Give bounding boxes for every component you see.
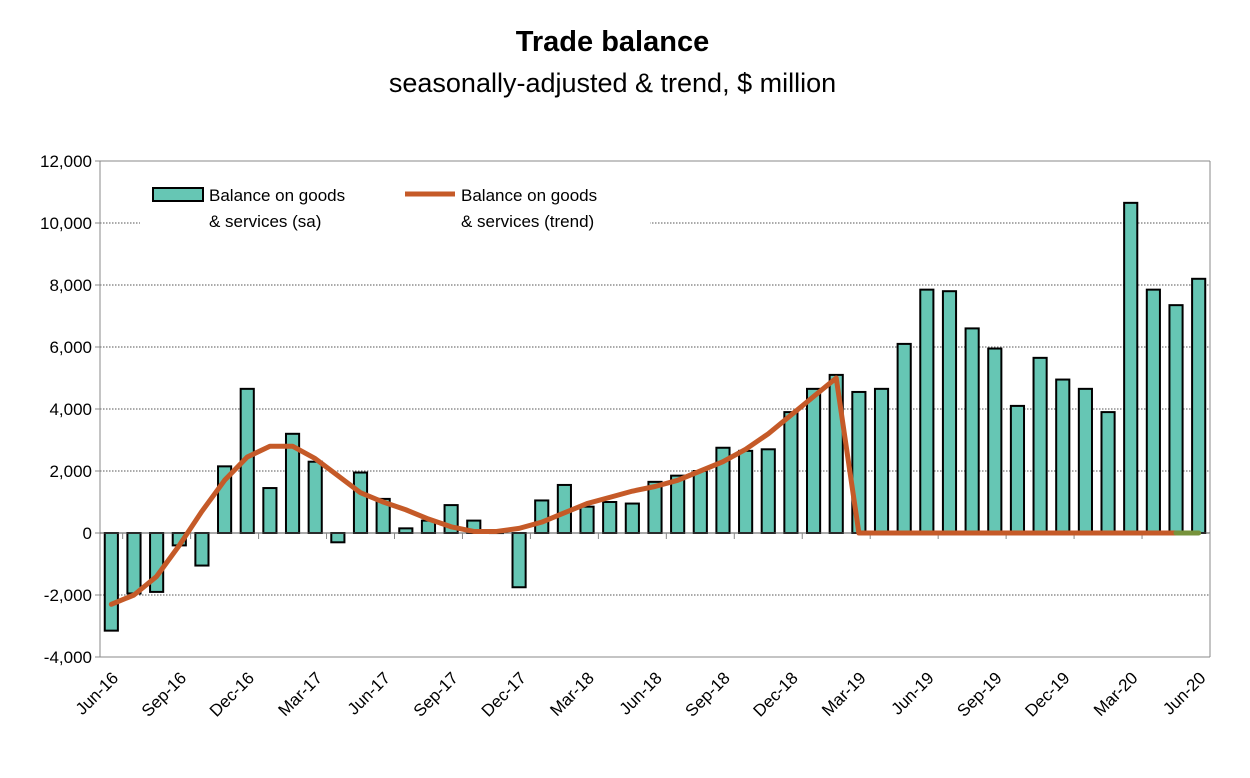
bar (1123, 201, 1139, 534)
y-tick-label: 6,000 (49, 338, 92, 357)
bar (987, 347, 1003, 534)
bar (330, 532, 346, 544)
bar (806, 387, 822, 534)
bar (103, 532, 119, 632)
legend-background (140, 178, 650, 238)
bar (579, 505, 595, 534)
y-tick-label: -2,000 (44, 586, 92, 605)
bar (873, 387, 890, 534)
legend-label: Balance on goods (209, 186, 345, 205)
y-tick-label: 4,000 (49, 400, 92, 419)
bar (896, 342, 912, 534)
bar (1009, 404, 1026, 534)
bar (738, 449, 754, 535)
bar (1168, 304, 1184, 534)
x-tick-label: Jun-19 (887, 668, 937, 718)
y-tick-label: 10,000 (40, 214, 92, 233)
x-tick-label: Dec-17 (478, 668, 530, 720)
bar (307, 460, 323, 535)
x-tick-label: Dec-16 (206, 668, 258, 720)
trend-line (108, 375, 1179, 607)
x-tick-label: Jun-17 (344, 668, 394, 718)
x-tick-label: Jun-16 (72, 668, 122, 718)
x-tick-label: Mar-20 (1090, 668, 1142, 720)
y-tick-label: 0 (83, 524, 92, 543)
bar (1032, 356, 1048, 534)
bar (941, 290, 958, 535)
chart-subtitle: seasonally-adjusted & trend, $ million (388, 68, 837, 98)
bar (919, 288, 935, 534)
y-tick-label: 8,000 (49, 276, 92, 295)
bar (511, 532, 527, 589)
bar (262, 487, 278, 534)
legend: Balance on goods & services (sa) Balance o… (140, 178, 650, 238)
bar (1100, 411, 1116, 535)
y-tick-label: -4,000 (44, 648, 92, 667)
bar (1055, 378, 1071, 534)
chart-title: Trade balance (515, 26, 710, 58)
bar (1077, 387, 1093, 534)
legend-label: Balance on goods (461, 186, 597, 205)
bar (602, 501, 618, 534)
bar (194, 532, 210, 567)
bar (760, 448, 776, 534)
bar (126, 532, 142, 595)
x-tick-label: Mar-17 (275, 668, 327, 720)
bar (398, 527, 414, 534)
x-tick-label: Sep-19 (953, 668, 1005, 720)
x-tick-label: Sep-16 (138, 668, 190, 720)
y-tick-label: 12,000 (40, 152, 92, 171)
x-tick-label: Dec-18 (750, 668, 802, 720)
x-tick-label: Sep-17 (410, 668, 462, 720)
x-tick-label: Dec-19 (1021, 668, 1073, 720)
bar (1191, 277, 1207, 534)
x-tick-label: Mar-19 (818, 668, 870, 720)
y-tick-label: 2,000 (49, 462, 92, 481)
x-tick-label: Mar-18 (546, 668, 598, 720)
bar (783, 411, 799, 535)
bar (964, 327, 980, 534)
legend-label: & services (trend) (461, 212, 594, 231)
x-tick-label: Jun-20 (1159, 668, 1209, 718)
legend-swatch-bars (152, 187, 204, 202)
legend-label: & services (sa) (209, 212, 321, 231)
bar (534, 499, 550, 535)
bar (624, 502, 640, 534)
bar (670, 474, 686, 534)
x-tick-label: Jun-18 (616, 668, 666, 718)
bar (692, 470, 708, 534)
bar (352, 471, 369, 534)
x-tick-label: Sep-18 (682, 668, 734, 720)
bar (1145, 288, 1161, 534)
